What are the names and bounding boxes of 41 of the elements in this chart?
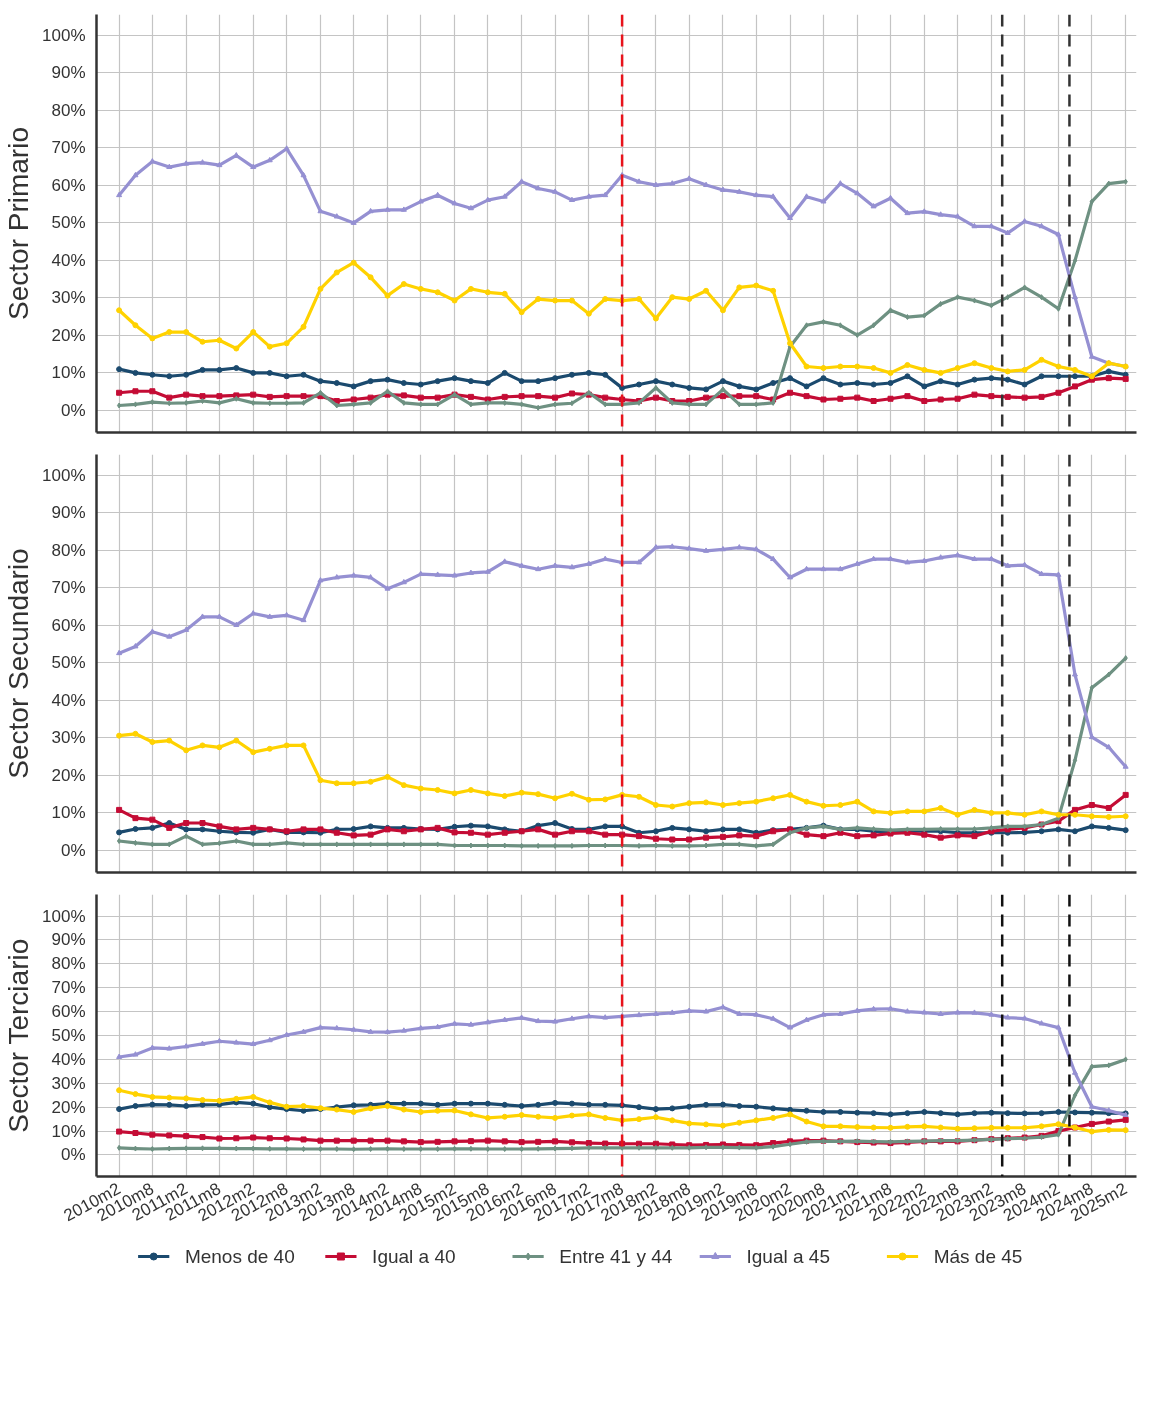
y-tick-label: 20% bbox=[51, 1097, 86, 1117]
y-tick-label: 10% bbox=[51, 803, 86, 823]
y-tick-label: 50% bbox=[51, 213, 86, 233]
y-tick-label: 90% bbox=[51, 63, 86, 83]
legend-label: Igual a 40 bbox=[372, 1246, 456, 1267]
y-tick-label: 30% bbox=[51, 1073, 86, 1093]
y-tick-label: 0% bbox=[60, 400, 86, 420]
legend-label: Entre 41 y 44 bbox=[559, 1246, 673, 1267]
y-axis-title: Sector Secundario bbox=[3, 548, 35, 779]
legend-label: Menos de 40 bbox=[184, 1246, 295, 1267]
legend-label: Igual a 45 bbox=[746, 1246, 830, 1267]
y-tick-label: 80% bbox=[51, 954, 86, 974]
y-tick-label: 30% bbox=[51, 728, 86, 748]
y-tick-label: 100% bbox=[42, 465, 86, 485]
y-tick-label: 100% bbox=[42, 25, 86, 45]
y-tick-label: 0% bbox=[60, 840, 86, 860]
y-tick-label: 40% bbox=[51, 690, 86, 710]
y-tick-label: 70% bbox=[51, 978, 86, 998]
y-tick-label: 50% bbox=[51, 653, 86, 673]
y-tick-label: 40% bbox=[51, 250, 86, 270]
y-tick-label: 60% bbox=[51, 1002, 86, 1022]
y-tick-label: 90% bbox=[51, 503, 86, 523]
y-axis-title: Sector Terciario bbox=[3, 938, 35, 1133]
y-tick-label: 0% bbox=[60, 1145, 86, 1165]
y-tick-label: 70% bbox=[51, 578, 86, 598]
y-tick-label: 70% bbox=[51, 138, 86, 158]
y-tick-label: 20% bbox=[51, 325, 86, 345]
y-tick-label: 100% bbox=[42, 906, 86, 926]
y-tick-label: 40% bbox=[51, 1049, 86, 1069]
y-tick-label: 50% bbox=[51, 1026, 86, 1045]
y-tick-label: 60% bbox=[51, 175, 86, 195]
legend-label: Más de 45 bbox=[933, 1246, 1023, 1267]
y-tick-label: 10% bbox=[51, 363, 86, 383]
y-tick-label: 90% bbox=[51, 930, 86, 950]
y-tick-label: 10% bbox=[51, 1121, 86, 1141]
y-tick-label: 80% bbox=[51, 540, 86, 560]
y-tick-label: 80% bbox=[51, 100, 86, 120]
y-axis-title: Sector Primario bbox=[3, 127, 35, 320]
y-tick-label: 60% bbox=[51, 615, 86, 635]
y-tick-label: 20% bbox=[51, 765, 86, 785]
y-tick-label: 30% bbox=[51, 288, 86, 308]
